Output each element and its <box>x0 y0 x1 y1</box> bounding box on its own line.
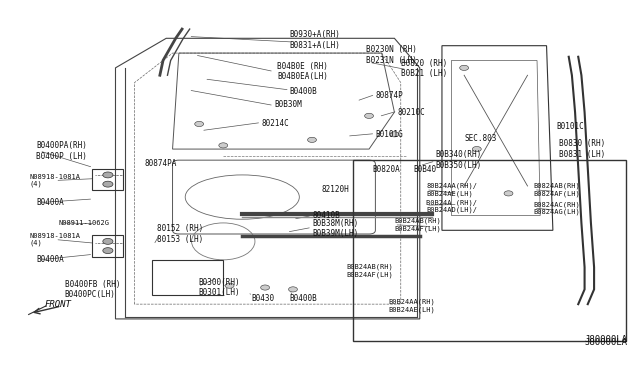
Bar <box>152 260 223 295</box>
Circle shape <box>390 132 399 137</box>
Text: 82120H: 82120H <box>321 185 349 194</box>
Text: B0B24A (RH)/
B0B24AD(LH)/: B0B24A (RH)/ B0B24AD(LH)/ <box>426 199 477 213</box>
Text: B0400A: B0400A <box>36 255 64 264</box>
Text: 80874P: 80874P <box>376 91 403 100</box>
Text: SEC.803: SEC.803 <box>464 134 497 142</box>
Text: B0B40: B0B40 <box>413 165 436 174</box>
Text: 80210C: 80210C <box>397 108 426 117</box>
Text: 80214C: 80214C <box>261 119 289 128</box>
Circle shape <box>460 65 468 70</box>
Text: B0400PA(RH)
B0400P (LH): B0400PA(RH) B0400P (LH) <box>36 141 87 161</box>
Circle shape <box>103 248 113 254</box>
Text: B0B340(RH)
B0B350(LH): B0B340(RH) B0B350(LH) <box>436 150 482 170</box>
Circle shape <box>289 287 298 292</box>
Circle shape <box>103 238 113 244</box>
Text: N08918-1081A
(4): N08918-1081A (4) <box>30 233 81 246</box>
Text: B0400A: B0400A <box>36 198 64 207</box>
Text: B0400B: B0400B <box>290 87 317 96</box>
Text: B0824AC(RH)
B0824AG(LH): B0824AC(RH) B0824AG(LH) <box>534 201 580 215</box>
Circle shape <box>308 137 316 142</box>
Text: B0430: B0430 <box>252 294 275 303</box>
Text: B0820A: B0820A <box>372 165 400 174</box>
Text: 80152 (RH)
80153 (LH): 80152 (RH) 80153 (LH) <box>157 224 203 244</box>
Text: B0B24AB(RH)
B0B24AF(LH): B0B24AB(RH) B0B24AF(LH) <box>347 264 394 278</box>
Text: B0400B: B0400B <box>290 294 317 303</box>
Circle shape <box>225 283 234 288</box>
Text: B0101G: B0101G <box>376 130 403 139</box>
Bar <box>353 160 626 341</box>
Text: 80410B: 80410B <box>312 211 340 220</box>
Circle shape <box>195 121 204 126</box>
Circle shape <box>103 181 113 187</box>
Text: 80B24AA(RH)/
B0B24AE(LH): 80B24AA(RH)/ B0B24AE(LH) <box>426 183 477 197</box>
Text: B0B30M: B0B30M <box>274 100 301 109</box>
Text: B0B24AA(RH)
B0B24AE(LH): B0B24AA(RH) B0B24AE(LH) <box>388 299 435 313</box>
Text: B0830 (RH)
B0831 (LH): B0830 (RH) B0831 (LH) <box>559 140 605 159</box>
Text: B0101C: B0101C <box>556 122 584 131</box>
Text: 80874PA: 80874PA <box>144 159 177 169</box>
Circle shape <box>219 143 228 148</box>
Circle shape <box>472 147 481 152</box>
Circle shape <box>103 172 113 178</box>
Text: J80000LA: J80000LA <box>584 335 628 344</box>
Text: B0400FB (RH)
B0400PC(LH): B0400FB (RH) B0400PC(LH) <box>65 280 120 299</box>
Text: B0B38M(RH)
B0B39M(LH): B0B38M(RH) B0B39M(LH) <box>312 219 358 238</box>
Text: B0930+A(RH)
B0831+A(LH): B0930+A(RH) B0831+A(LH) <box>290 31 340 50</box>
Text: J80000LA: J80000LA <box>584 338 628 347</box>
Text: N08911-1062G: N08911-1062G <box>58 220 109 226</box>
Text: FRONT: FRONT <box>45 300 72 310</box>
Text: B0B24AB(RH)
B0B24AF(LH): B0B24AB(RH) B0B24AF(LH) <box>394 218 441 232</box>
Text: B0230N (RH)
B0231N (LH): B0230N (RH) B0231N (LH) <box>366 45 417 65</box>
Circle shape <box>260 285 269 290</box>
Text: B0820 (RH)
B0B21 (LH): B0820 (RH) B0B21 (LH) <box>401 59 447 78</box>
Text: B0300(RH)
B0301(LH): B0300(RH) B0301(LH) <box>198 278 239 297</box>
Text: N08918-1081A
(4): N08918-1081A (4) <box>30 174 81 187</box>
Text: B0824AB(RH)
B0824AF(LH): B0824AB(RH) B0824AF(LH) <box>534 183 580 197</box>
Circle shape <box>365 113 374 118</box>
Text: B04B0E (RH)
B04B0EA(LH): B04B0E (RH) B04B0EA(LH) <box>277 62 328 81</box>
Circle shape <box>504 191 513 196</box>
